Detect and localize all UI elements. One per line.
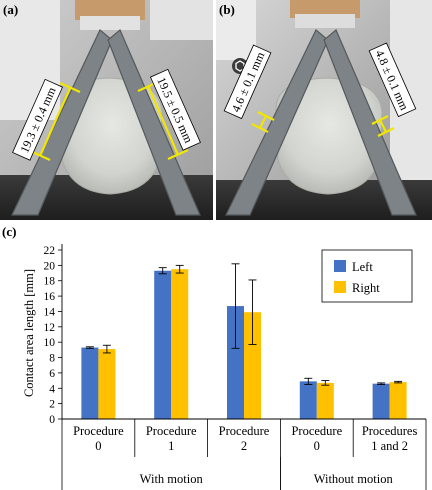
bar-right-0 — [98, 349, 116, 419]
legend-box — [321, 249, 413, 303]
photo-b-right-finger — [323, 29, 417, 216]
error-bars — [85, 263, 403, 386]
panel-label-a: (a) — [3, 2, 18, 17]
photo-panel-a: 19.3 ± 0.4 mm 19.5 ± 0.5 mm (a) — [0, 0, 213, 220]
y-tick-label: 16 — [44, 291, 56, 303]
photo-b-right-arrow — [371, 115, 395, 137]
y-tick-label: 6 — [49, 368, 55, 380]
photo-a-actuator-plate — [80, 16, 140, 30]
axes — [61, 244, 427, 490]
y-tick-label: 0 — [49, 414, 55, 426]
category-label: 1 — [168, 439, 174, 453]
category-labels: Procedure0Procedure1Procedure2Procedure0… — [73, 424, 417, 453]
photo-b-actuator-plate — [295, 14, 355, 28]
y-tick-label: 2 — [49, 399, 55, 411]
group-label: With motion — [140, 472, 204, 486]
legend-swatch-right — [334, 281, 346, 293]
category-label: Procedure — [291, 424, 342, 438]
photo-b-actuator-top — [290, 0, 360, 18]
y-tick-label: 22 — [44, 245, 56, 257]
y-axis-ticks: 0 2 4 6 8 10 12 14 16 18 20 22 — [44, 245, 62, 426]
y-tick-label: 12 — [44, 322, 56, 334]
category-label: Procedure — [73, 424, 124, 438]
category-label: 0 — [95, 439, 101, 453]
category-label: 0 — [314, 439, 320, 453]
bar-right-3 — [316, 382, 334, 419]
photo-panel-b: 4.6 ± 0.1 mm 4.8 ± 0.1 mm (b) — [216, 0, 432, 220]
category-label: 1 and 2 — [371, 439, 408, 453]
panel-label-c: (c) — [2, 224, 16, 239]
bar-right-2 — [244, 312, 261, 419]
bar-left-1 — [154, 270, 172, 419]
bar-left-2 — [227, 306, 244, 419]
photo-b-wall — [216, 0, 256, 60]
photo-a-wall — [150, 0, 213, 40]
category-label: Procedure — [219, 424, 270, 438]
legend-swatch-left — [334, 260, 346, 272]
bar-left-0 — [81, 347, 99, 419]
y-tick-label: 14 — [44, 306, 56, 318]
photo-a-right-finger — [107, 29, 201, 216]
legend: Left Right — [321, 249, 413, 303]
y-axis-title: Contact area length [mm] — [22, 269, 36, 397]
y-tick-label: 10 — [44, 337, 56, 349]
y-tick-label: 8 — [49, 353, 55, 365]
panel-label-b: (b) — [219, 2, 235, 17]
photo-b-left-arrow — [251, 111, 275, 133]
bar-left-3 — [299, 381, 317, 419]
photo-a-actuator-top — [75, 0, 145, 20]
bars — [81, 269, 407, 419]
legend-label-right: Right — [352, 281, 380, 295]
bar-chart: (c) Contact area length [mm] 02468101214… — [2, 224, 427, 490]
photo-b-hex-nut — [235, 60, 245, 72]
category-label: Procedure — [146, 424, 197, 438]
category-label: 2 — [241, 439, 247, 453]
legend-label-left: Left — [352, 260, 373, 274]
y-tick-label: 20 — [44, 260, 56, 272]
bar-left-4 — [372, 383, 390, 419]
y-tick-label: 4 — [49, 383, 55, 395]
category-label: Procedures — [362, 424, 418, 438]
bar-right-4 — [389, 382, 407, 419]
bar-right-1 — [171, 269, 189, 419]
group-labels: With motion Without motion — [140, 472, 394, 486]
y-tick-label: 18 — [44, 276, 56, 288]
group-label: Without motion — [314, 472, 394, 486]
